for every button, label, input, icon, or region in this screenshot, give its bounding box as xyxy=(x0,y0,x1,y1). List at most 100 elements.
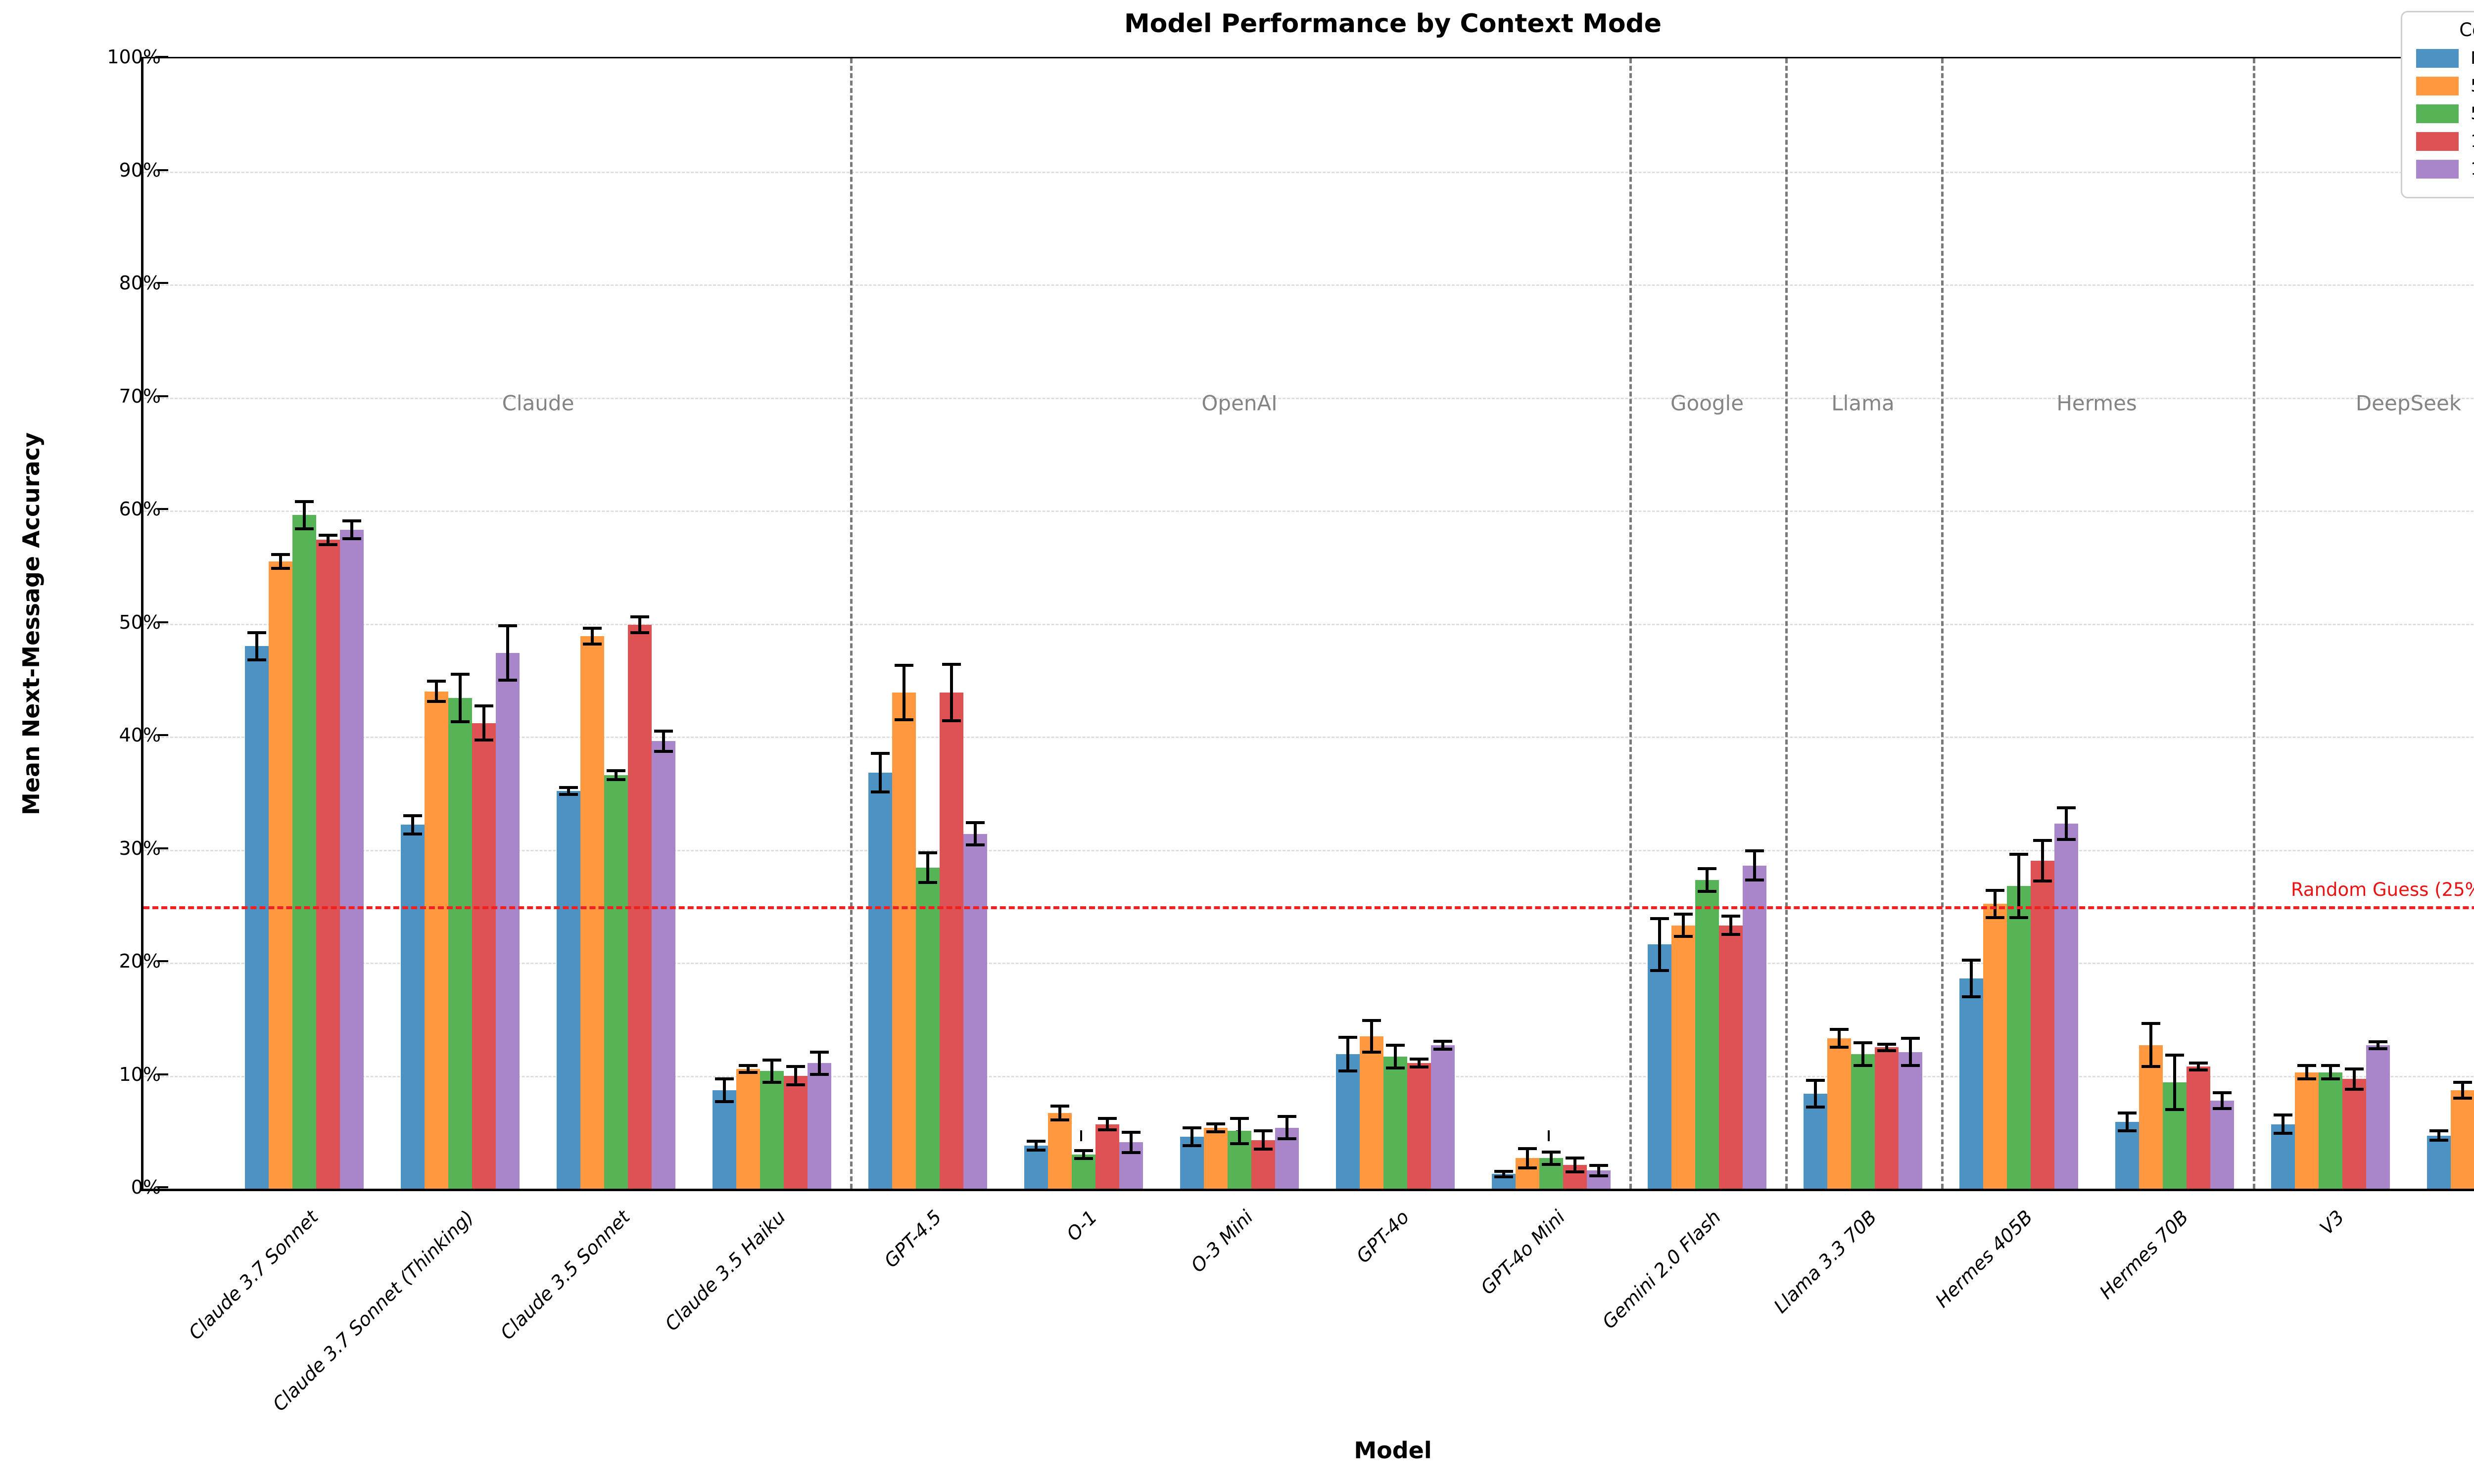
bar-no-context xyxy=(2427,1135,2451,1189)
error-bar-cap xyxy=(2057,806,2076,809)
error-bar-cap xyxy=(630,615,649,618)
section-label-hermes: Hermes xyxy=(2056,391,2137,416)
error-bar-cap xyxy=(2009,852,2028,856)
error-bar-cap xyxy=(583,626,602,630)
legend-swatch xyxy=(2416,77,2459,95)
error-bar-cap xyxy=(1254,1148,1273,1151)
error-bar-cap xyxy=(762,1081,781,1084)
error-bar-cap xyxy=(2165,1108,2184,1112)
error-bar xyxy=(1238,1118,1241,1144)
bar-50-summary xyxy=(760,1071,784,1189)
bar-100-raw xyxy=(1875,1047,1899,1189)
error-bar-cap xyxy=(2345,1067,2364,1070)
error-bar xyxy=(903,665,905,720)
error-bar-cap xyxy=(583,642,602,646)
y-tick-mark xyxy=(157,734,168,736)
error-bar-cap xyxy=(2141,1065,2160,1068)
error-bar-cap xyxy=(654,749,673,753)
error-bar-cap xyxy=(403,814,422,817)
gridline-60 xyxy=(143,510,2474,512)
error-bar xyxy=(662,731,665,751)
error-bar-cap xyxy=(2189,1068,2208,1072)
bar-no-context xyxy=(1024,1146,1048,1189)
error-bar-cap xyxy=(2297,1077,2316,1081)
y-tick-mark xyxy=(157,282,168,284)
error-bar xyxy=(1214,1123,1217,1132)
bar-100-raw xyxy=(2187,1067,2210,1189)
error-bar-cap xyxy=(1098,1128,1117,1132)
error-bar xyxy=(2377,1041,2379,1049)
error-bar-cap xyxy=(1721,915,1740,918)
bar-100-raw xyxy=(2342,1079,2366,1189)
legend-swatch xyxy=(2416,49,2459,68)
error-bar-cap xyxy=(295,500,314,503)
error-bar-cap xyxy=(1362,1050,1381,1054)
x-tick-label-11: Hermes 405B xyxy=(1931,1206,2037,1312)
error-bar-cap xyxy=(295,527,314,530)
error-bar-cap xyxy=(607,778,625,781)
error-bar xyxy=(1502,1171,1505,1177)
error-bar-cap xyxy=(2057,837,2076,841)
x-tick-label-9: Gemini 2.0 Flash xyxy=(1598,1206,1725,1333)
error-bar xyxy=(615,770,618,780)
section-label-openai: OpenAI xyxy=(1201,391,1278,416)
bar-100-raw xyxy=(472,723,496,1189)
error-bar-cap xyxy=(1698,890,1716,893)
error-bar xyxy=(2149,1023,2152,1067)
error-bar-cap xyxy=(2033,839,2052,842)
error-bar-cap xyxy=(786,1065,805,1068)
error-bar-cap xyxy=(2274,1132,2292,1135)
bar-no-context xyxy=(2271,1124,2295,1189)
error-bar xyxy=(1994,890,1997,918)
error-bar-cap xyxy=(1074,1157,1093,1160)
error-bar xyxy=(1814,1080,1817,1108)
bar-50-summary xyxy=(292,515,316,1189)
error-bar xyxy=(1838,1029,1841,1048)
error-bar-cap xyxy=(1542,1162,1561,1166)
error-bar-cap xyxy=(2321,1077,2340,1081)
gridline-30 xyxy=(143,849,2474,851)
error-bar xyxy=(1285,1116,1288,1139)
error-bar xyxy=(2065,807,2068,839)
legend-swatch xyxy=(2416,160,2459,179)
bar-50-raw xyxy=(2139,1045,2163,1189)
legend-item-50-raw: 50 Raw xyxy=(2416,76,2474,96)
error-bar-cap xyxy=(2369,1040,2387,1043)
error-bar xyxy=(1658,918,1661,971)
error-bar-cap xyxy=(2429,1138,2448,1142)
error-bar-cap xyxy=(630,631,649,634)
error-bar-cap xyxy=(1122,1151,1141,1154)
gridline-70 xyxy=(143,397,2474,399)
bar-100-summary xyxy=(1899,1052,1922,1189)
error-bar xyxy=(411,815,414,834)
error-bar xyxy=(435,681,438,702)
bar-100-raw xyxy=(784,1075,808,1189)
error-bar-cap xyxy=(1433,1039,1452,1043)
gridline-20 xyxy=(143,963,2474,964)
error-bar-cap xyxy=(1183,1144,1201,1148)
bar-50-summary xyxy=(604,775,628,1189)
section-divider xyxy=(2252,58,2255,1189)
error-bar xyxy=(1394,1045,1397,1068)
error-bar-cap xyxy=(1830,1046,1849,1049)
error-bar xyxy=(1861,1043,1864,1066)
y-tick-label: 40% xyxy=(119,724,161,746)
bar-100-raw xyxy=(940,692,963,1189)
y-axis-label: Mean Next-Message Accuracy xyxy=(18,432,45,816)
x-axis-label: Model xyxy=(1354,1437,1432,1464)
error-bar xyxy=(1573,1158,1576,1172)
error-bar-cap xyxy=(2118,1129,2137,1133)
gridline-50 xyxy=(143,623,2474,625)
error-bar-cap xyxy=(1206,1130,1225,1133)
error-bar-cap xyxy=(2118,1111,2137,1114)
error-bar xyxy=(279,555,282,568)
x-tick-label-7: GPT-4o xyxy=(1352,1206,1414,1267)
error-bar-cap xyxy=(739,1064,758,1067)
error-bar-cap xyxy=(559,786,578,789)
error-bar-cap xyxy=(1338,1035,1357,1039)
error-bar-cap xyxy=(1674,935,1693,938)
section-label-google: Google xyxy=(1670,391,1744,416)
error-bar-cap xyxy=(1098,1117,1117,1120)
error-bar-cap xyxy=(942,719,961,722)
bar-100-summary xyxy=(340,529,364,1189)
